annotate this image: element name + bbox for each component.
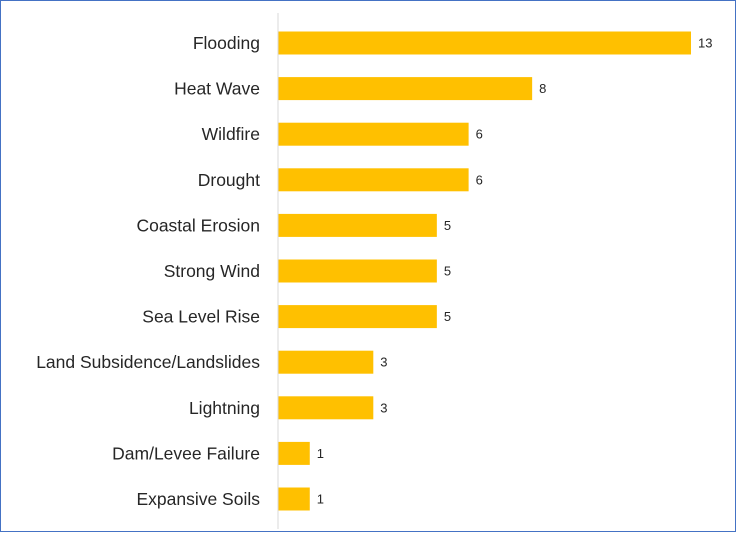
- data-label-5: 5: [444, 264, 451, 279]
- bar-2: [278, 122, 469, 146]
- data-label-9: 1: [317, 446, 324, 461]
- category-labels-group: Flooding Heat Wave Wildfire Drought Coastal …: [36, 33, 260, 509]
- category-label-2: Wildfire: [202, 124, 260, 144]
- data-label-7: 3: [380, 355, 387, 370]
- category-label-1: Heat Wave: [174, 79, 260, 99]
- category-label-10: Expansive Soils: [136, 489, 260, 509]
- bar-0: [278, 31, 691, 55]
- category-label-8: Lightning: [189, 398, 260, 418]
- bar-5: [278, 259, 437, 283]
- bar-6: [278, 305, 437, 329]
- data-label-0: 13: [698, 36, 712, 51]
- category-label-0: Flooding: [193, 33, 260, 53]
- bar-8: [278, 396, 374, 420]
- bar-9: [278, 441, 310, 465]
- category-label-3: Drought: [198, 170, 260, 190]
- bar-3: [278, 168, 469, 192]
- bar-7: [278, 350, 374, 374]
- data-labels-group: 13 8 6 6 5 5 5 3 3 1 1: [317, 36, 713, 507]
- data-label-3: 6: [476, 172, 483, 187]
- category-label-9: Dam/Levee Failure: [112, 443, 260, 463]
- bar-4: [278, 213, 437, 237]
- category-label-7: Land Subsidence/Landslides: [36, 352, 260, 372]
- data-label-10: 1: [317, 492, 324, 507]
- data-label-8: 3: [380, 400, 387, 415]
- data-label-4: 5: [444, 218, 451, 233]
- bars-group: [278, 31, 691, 511]
- category-label-4: Coastal Erosion: [136, 215, 260, 235]
- data-label-6: 5: [444, 309, 451, 324]
- data-label-1: 8: [539, 81, 546, 96]
- bar-10: [278, 487, 310, 511]
- category-label-5: Strong Wind: [164, 261, 260, 281]
- data-label-2: 6: [476, 127, 483, 142]
- category-label-6: Sea Level Rise: [142, 307, 260, 327]
- bar-1: [278, 77, 533, 101]
